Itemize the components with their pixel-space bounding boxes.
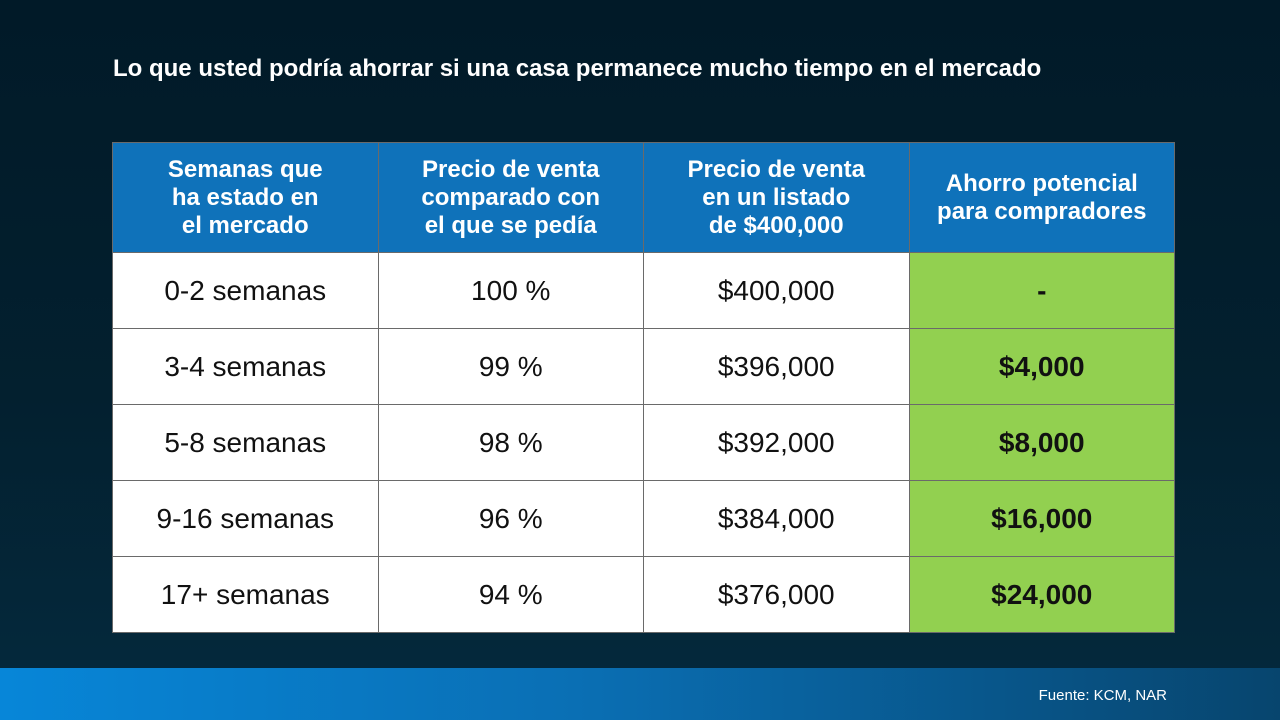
table-row: 0-2 semanas 100 % $400,000 - bbox=[112, 252, 1175, 329]
table-row: 3-4 semanas 99 % $396,000 $4,000 bbox=[112, 328, 1175, 405]
cell-weeks: 9-16 semanas bbox=[112, 480, 379, 557]
header-label: Precio de venta en un listado de $400,00… bbox=[687, 155, 865, 239]
source-note: Fuente: KCM, NAR bbox=[1038, 687, 1167, 704]
cell-price: $384,000 bbox=[643, 480, 910, 557]
table-row: 17+ semanas 94 % $376,000 $24,000 bbox=[112, 556, 1175, 633]
slide-title: Lo que usted podría ahorrar si una casa … bbox=[113, 55, 1042, 82]
cell-percent: 98 % bbox=[377, 404, 644, 481]
header-weeks-on-market: Semanas que ha estado en el mercado bbox=[112, 142, 379, 253]
cell-savings: $24,000 bbox=[908, 556, 1175, 633]
header-sale-vs-asking: Precio de venta comparado con el que se … bbox=[377, 142, 644, 253]
cell-price: $392,000 bbox=[643, 404, 910, 481]
cell-price: $400,000 bbox=[643, 252, 910, 329]
footer-bar bbox=[0, 668, 1280, 720]
header-sale-price-listing: Precio de venta en un listado de $400,00… bbox=[643, 142, 910, 253]
header-potential-savings: Ahorro potencial para compradores bbox=[908, 142, 1175, 253]
header-label: Precio de venta comparado con el que se … bbox=[421, 155, 601, 239]
cell-savings: $16,000 bbox=[908, 480, 1175, 557]
table-row: 5-8 semanas 98 % $392,000 $8,000 bbox=[112, 404, 1175, 481]
header-label: Ahorro potencial para compradores bbox=[937, 169, 1147, 225]
cell-savings: $4,000 bbox=[908, 328, 1175, 405]
cell-savings: - bbox=[908, 252, 1175, 329]
cell-weeks: 5-8 semanas bbox=[112, 404, 379, 481]
cell-percent: 94 % bbox=[377, 556, 644, 633]
cell-savings: $8,000 bbox=[908, 404, 1175, 481]
cell-weeks: 0-2 semanas bbox=[112, 252, 379, 329]
header-label: Semanas que ha estado en el mercado bbox=[167, 155, 323, 239]
cell-weeks: 17+ semanas bbox=[112, 556, 379, 633]
cell-price: $376,000 bbox=[643, 556, 910, 633]
cell-weeks: 3-4 semanas bbox=[112, 328, 379, 405]
cell-percent: 99 % bbox=[377, 328, 644, 405]
cell-percent: 96 % bbox=[377, 480, 644, 557]
cell-percent: 100 % bbox=[377, 252, 644, 329]
savings-table: Semanas que ha estado en el mercado Prec… bbox=[112, 142, 1175, 633]
cell-price: $396,000 bbox=[643, 328, 910, 405]
table-row: 9-16 semanas 96 % $384,000 $16,000 bbox=[112, 480, 1175, 557]
table-header-row: Semanas que ha estado en el mercado Prec… bbox=[112, 142, 1175, 253]
